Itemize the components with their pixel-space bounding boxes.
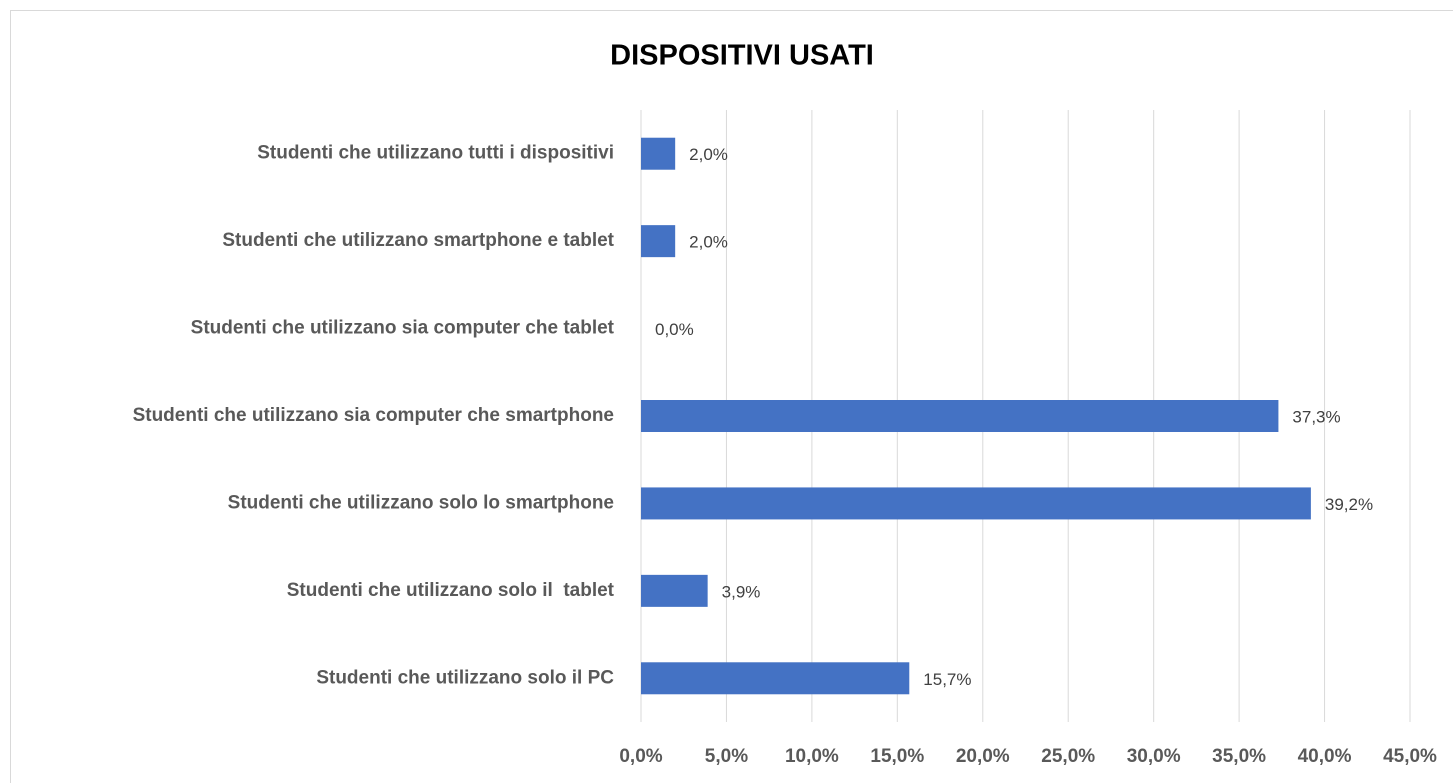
x-tick-label: 35,0%: [1212, 746, 1266, 767]
x-tick-label: 15,0%: [870, 746, 924, 767]
y-tick-label: Studenti che utilizzano smartphone e tab…: [222, 230, 614, 251]
chart-title: DISPOSITIVI USATI: [610, 40, 874, 72]
value-label: 15,7%: [923, 670, 971, 689]
x-tick-label: 5,0%: [705, 746, 748, 767]
x-tick-label: 25,0%: [1041, 746, 1095, 767]
x-tick-label: 30,0%: [1127, 746, 1181, 767]
x-tick-label: 10,0%: [785, 746, 839, 767]
value-label: 0,0%: [655, 320, 694, 339]
bar: [641, 225, 676, 258]
value-label: 3,9%: [722, 582, 761, 601]
y-tick-label: Studenti che utilizzano tutti i disposit…: [257, 143, 614, 164]
value-label: 39,2%: [1325, 495, 1373, 514]
y-tick-label: Studenti che utilizzano sia computer che…: [191, 318, 615, 339]
bar: [641, 137, 676, 170]
x-tick-label: 20,0%: [956, 746, 1010, 767]
bar: [641, 662, 910, 695]
y-tick-label: Studenti che utilizzano solo il PC: [316, 667, 614, 688]
y-tick-label: Studenti che utilizzano sia computer che…: [133, 405, 614, 426]
chart-border: [10, 10, 1453, 783]
x-tick-label: 0,0%: [619, 746, 662, 767]
y-tick-label: Studenti che utilizzano solo lo smartpho…: [228, 492, 614, 513]
value-label: 2,0%: [689, 145, 728, 164]
bar: [641, 487, 1311, 520]
bar: [641, 574, 708, 607]
value-label: 2,0%: [689, 233, 728, 252]
y-tick-label: Studenti che utilizzano solo il tablet: [287, 580, 615, 601]
x-tick-label: 45,0%: [1383, 746, 1437, 767]
value-label: 37,3%: [1292, 407, 1340, 426]
bar: [641, 400, 1279, 432]
x-tick-label: 40,0%: [1298, 746, 1352, 767]
